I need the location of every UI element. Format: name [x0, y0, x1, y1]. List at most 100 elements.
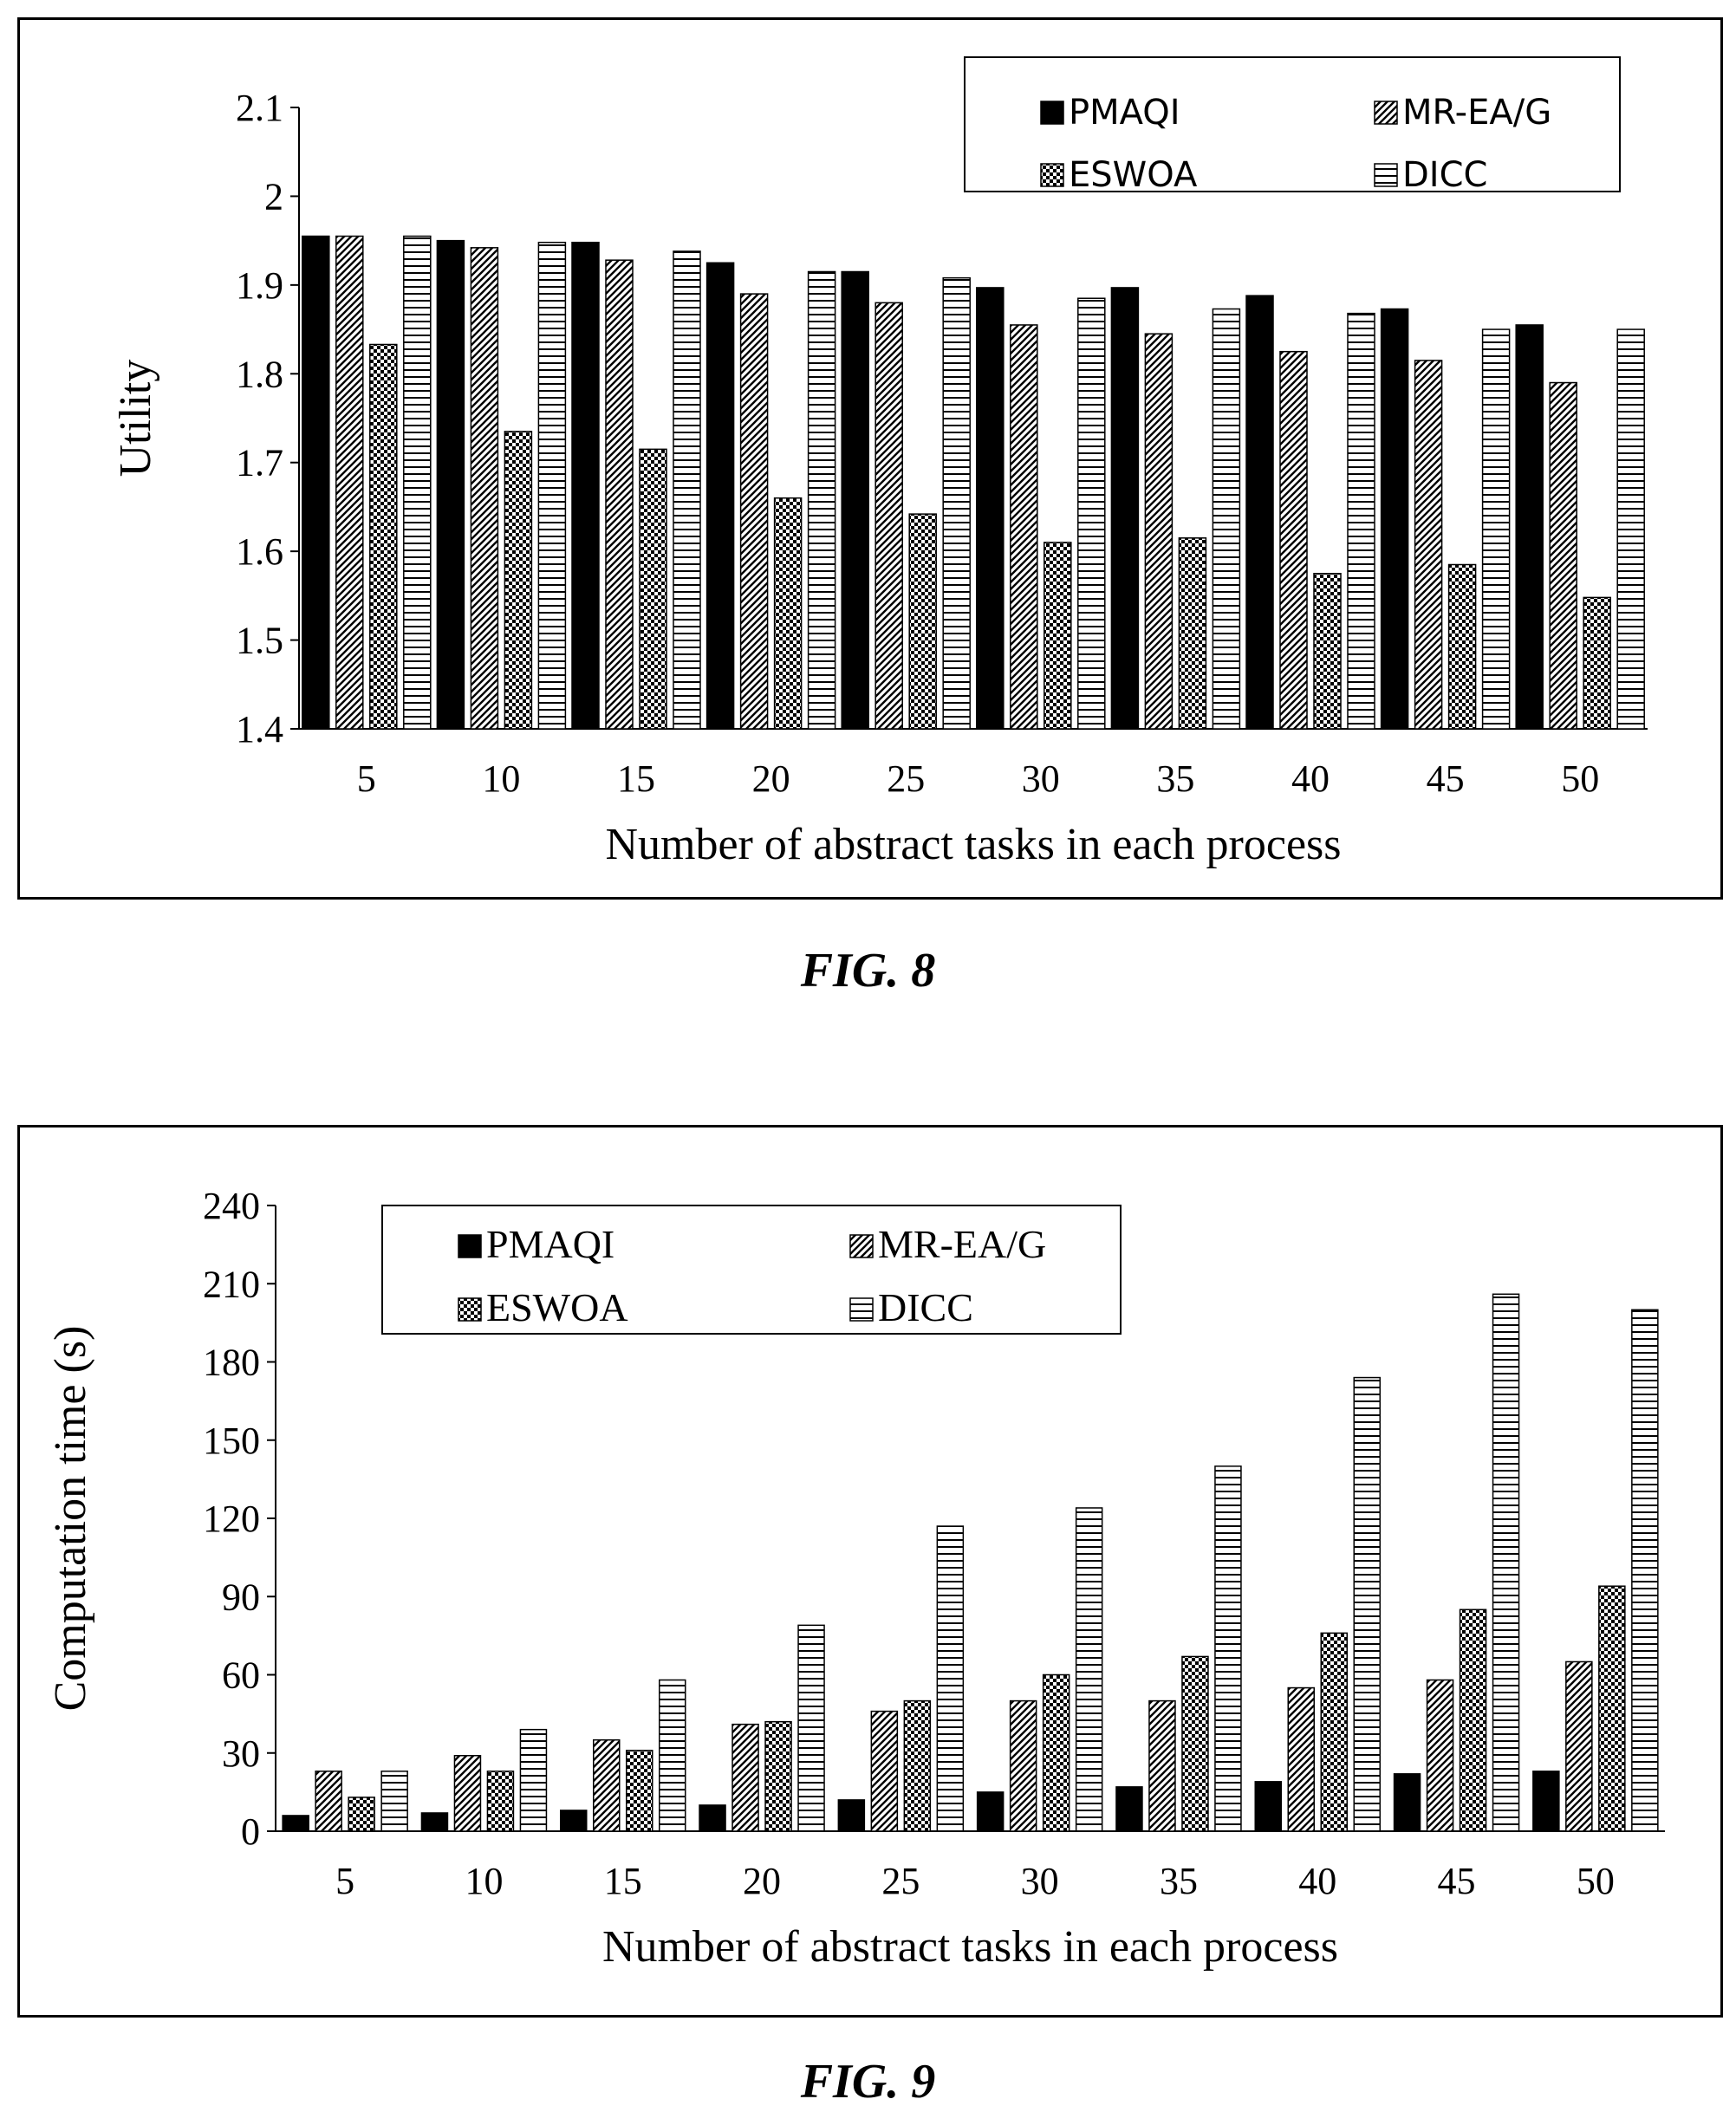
fig9-bar-dicc-45	[1492, 1293, 1520, 1832]
fig8-x-tick-label: 35	[1156, 757, 1194, 800]
fig9-legend-swatch-dicc	[849, 1297, 874, 1322]
fig9-y-tick-label: 180	[203, 1342, 260, 1384]
fig8-bar-mr-ea-g-15	[605, 259, 634, 730]
fig8-bar-pmaqi-30	[976, 287, 1005, 730]
fig8-bar-mr-ea-g-30	[1010, 324, 1038, 730]
fig9-bar-eswoa-15	[626, 1749, 653, 1832]
fig8-y-tick-label: 1.6	[236, 530, 283, 573]
fig9-bar-dicc-5	[380, 1771, 408, 1832]
fig9-legend-box	[381, 1205, 1122, 1335]
fig8-bar-eswoa-50	[1583, 596, 1611, 730]
fig8-legend-label-pmaqi: PMAQI	[1069, 93, 1180, 133]
fig8-legend-label-eswoa: ESWOA	[1069, 155, 1198, 195]
fig9-bar-mr-ea-g-10	[453, 1755, 482, 1832]
fig9-bar-pmaqi-30	[976, 1791, 1005, 1832]
fig8-legend-label-dicc: DICC	[1402, 155, 1487, 195]
fig9-y-tick-label: 30	[222, 1732, 260, 1775]
fig8-y-tick-label: 2	[264, 175, 283, 218]
fig8-y-tick-label: 1.9	[236, 264, 283, 307]
fig9-bar-dicc-10	[519, 1728, 548, 1832]
fig9-legend-label-eswoa: ESWOA	[486, 1285, 628, 1329]
fig8-x-tick-label: 20	[752, 757, 790, 800]
fig8-bar-dicc-50	[1616, 328, 1645, 730]
fig9-bar-pmaqi-10	[420, 1812, 449, 1832]
figure-8-chart: 1.4 1.5 1.6 1.7 1.8 1.9 2 2.1 5 10 15 20 25 30 35 40 45 5…	[111, 56, 1648, 869]
fig8-bar-dicc-20	[807, 270, 836, 730]
fig9-bar-dicc-50	[1631, 1309, 1659, 1832]
fig8-x-tick-label: 25	[887, 757, 925, 800]
fig8-x-tick-label: 30	[1022, 757, 1060, 800]
fig9-bar-mr-ea-g-45	[1426, 1679, 1454, 1832]
fig8-bar-eswoa-20	[773, 497, 803, 730]
fig8-bar-eswoa-40	[1313, 573, 1342, 730]
figure-8-chart-frame: 1.4 1.5 1.6 1.7 1.8 1.9 2 2.1 5 10 15 20 25 30 35 40 45 5…	[17, 17, 1723, 900]
fig8-bar-mr-ea-g-5	[335, 235, 364, 730]
fig9-bar-mr-ea-g-20	[731, 1723, 759, 1832]
fig8-bar-dicc-40	[1347, 312, 1375, 730]
fig8-bar-eswoa-45	[1447, 563, 1477, 730]
fig8-bar-eswoa-30	[1044, 542, 1072, 730]
fig8-bar-dicc-10	[537, 241, 567, 730]
fig9-y-tick-label: 150	[203, 1420, 260, 1462]
fig8-bar-mr-ea-g-25	[875, 302, 903, 730]
fig9-bar-eswoa-50	[1598, 1585, 1626, 1832]
fig9-x-tick-label: 20	[743, 1860, 781, 1902]
fig8-y-tick-label: 1.8	[236, 353, 283, 395]
fig8-legend-swatch-eswoa	[1040, 163, 1064, 187]
fig9-bar-mr-ea-g-50	[1565, 1660, 1593, 1832]
fig9-legend-label-dicc: DICC	[878, 1285, 973, 1329]
fig8-y-tick-label: 1.7	[236, 442, 283, 484]
fig9-bar-eswoa-30	[1042, 1673, 1070, 1832]
fig8-bar-pmaqi-35	[1110, 287, 1140, 730]
fig9-y-tick-label: 210	[203, 1263, 260, 1305]
fig8-bar-pmaqi-50	[1515, 324, 1544, 730]
fig8-bar-pmaqi-5	[302, 235, 330, 730]
fig8-bar-pmaqi-15	[571, 241, 600, 730]
figure-9-chart-frame: 0 30 60 90 120 150 180 210 240 5 10 15 20 25 30 35 40 45 5…	[17, 1125, 1723, 2018]
fig9-bar-pmaqi-15	[560, 1810, 588, 1832]
fig8-x-tick-label: 40	[1291, 757, 1330, 800]
fig8-bar-mr-ea-g-10	[470, 247, 499, 730]
fig9-bar-eswoa-20	[764, 1720, 792, 1832]
fig9-bar-dicc-40	[1353, 1376, 1381, 1832]
fig8-bar-mr-ea-g-40	[1279, 350, 1308, 730]
fig9-bar-mr-ea-g-25	[870, 1710, 899, 1832]
fig9-x-tick-label: 45	[1438, 1860, 1476, 1902]
fig8-legend-swatch-dicc	[1374, 163, 1398, 187]
fig9-y-tick-label: 120	[203, 1498, 260, 1540]
fig8-bar-eswoa-10	[504, 431, 533, 730]
fig8-bar-dicc-15	[673, 250, 701, 730]
fig9-bar-mr-ea-g-15	[593, 1738, 621, 1832]
fig8-bar-dicc-30	[1077, 297, 1106, 730]
fig8-x-tick-label: 5	[357, 757, 376, 800]
fig8-bar-pmaqi-20	[705, 262, 735, 730]
fig9-bar-eswoa-5	[348, 1797, 375, 1832]
fig9-bar-pmaqi-35	[1115, 1786, 1143, 1832]
fig8-bar-dicc-45	[1481, 328, 1511, 730]
fig9-bar-dicc-20	[797, 1624, 825, 1832]
fig9-bar-pmaqi-50	[1532, 1771, 1560, 1832]
fig9-bar-pmaqi-25	[837, 1799, 866, 1832]
fig8-bar-pmaqi-45	[1380, 308, 1409, 730]
fig9-x-tick-label: 10	[465, 1860, 503, 1902]
fig9-bar-pmaqi-5	[282, 1815, 309, 1832]
fig8-bar-eswoa-35	[1178, 537, 1207, 730]
fig9-x-tick-label: 50	[1577, 1860, 1615, 1902]
fig8-bar-eswoa-15	[639, 448, 667, 730]
fig8-bar-mr-ea-g-35	[1144, 333, 1174, 730]
fig8-legend-swatch-mr-ea-g	[1374, 101, 1398, 125]
fig8-x-tick-label: 15	[617, 757, 655, 800]
fig9-x-tick-label: 30	[1021, 1860, 1059, 1902]
fig8-bar-pmaqi-25	[841, 270, 869, 730]
fig9-y-tick-label: 60	[222, 1654, 260, 1697]
fig9-bar-dicc-30	[1075, 1507, 1103, 1832]
figure-9-caption: FIG. 9	[800, 2055, 936, 2109]
fig9-bar-mr-ea-g-35	[1148, 1699, 1176, 1832]
fig9-bar-mr-ea-g-40	[1287, 1686, 1315, 1832]
figure-9-chart: 0 30 60 90 120 150 180 210 240 5 10 15 20 25 30 35 40 45 5…	[46, 1185, 1665, 1972]
fig9-x-tick-label: 5	[335, 1860, 354, 1902]
fig8-legend-swatch-pmaqi	[1040, 101, 1064, 125]
fig9-legend-swatch-eswoa	[458, 1297, 482, 1322]
fig9-bar-pmaqi-45	[1393, 1773, 1421, 1832]
fig8-bar-mr-ea-g-20	[739, 293, 769, 730]
